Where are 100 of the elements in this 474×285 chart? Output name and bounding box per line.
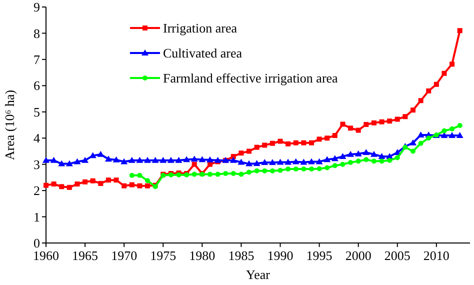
point xyxy=(354,150,362,156)
y-tick-label: 7 xyxy=(34,52,40,67)
point xyxy=(339,152,346,159)
point xyxy=(183,156,190,162)
point xyxy=(442,70,447,76)
point xyxy=(340,122,346,127)
point xyxy=(167,156,174,163)
point xyxy=(145,183,150,188)
point xyxy=(301,166,306,172)
point xyxy=(98,180,104,186)
point xyxy=(230,156,237,163)
point xyxy=(136,156,144,163)
point xyxy=(324,156,331,162)
x-tick-label: 2005 xyxy=(384,248,410,263)
point xyxy=(347,150,354,157)
point xyxy=(160,156,167,163)
point xyxy=(246,148,252,154)
x-tick-label: 1965 xyxy=(72,248,98,263)
point xyxy=(223,171,228,176)
point xyxy=(370,150,378,157)
point xyxy=(230,154,236,159)
legend-label: Irrigation area xyxy=(163,20,238,36)
point xyxy=(66,184,72,190)
point xyxy=(387,158,392,163)
point xyxy=(284,158,292,165)
point xyxy=(426,88,432,94)
y-tick-label: 1 xyxy=(34,209,40,224)
point xyxy=(246,170,252,175)
point xyxy=(387,118,392,124)
point xyxy=(137,172,142,178)
point xyxy=(278,168,283,173)
point xyxy=(192,172,197,177)
point xyxy=(254,168,260,174)
legend-label: Farmland effective irrigation area xyxy=(163,70,338,86)
y-axis-title: Area (10⁶ ha) xyxy=(2,90,17,160)
point xyxy=(410,108,416,113)
point xyxy=(122,183,127,188)
point xyxy=(112,156,120,162)
point xyxy=(418,140,424,146)
point xyxy=(402,114,408,120)
point xyxy=(90,178,96,184)
point xyxy=(332,132,338,138)
point xyxy=(278,138,283,144)
point xyxy=(74,182,80,186)
point xyxy=(426,136,432,141)
point xyxy=(82,179,88,184)
point xyxy=(128,156,136,163)
point xyxy=(293,140,298,146)
point xyxy=(206,156,214,162)
point xyxy=(316,166,322,172)
point xyxy=(348,126,354,131)
point xyxy=(268,159,276,165)
x-tick-label: 1960 xyxy=(33,248,59,263)
point xyxy=(340,162,346,167)
point xyxy=(214,156,222,163)
point xyxy=(457,28,462,34)
point xyxy=(286,166,291,172)
point xyxy=(457,123,462,128)
point xyxy=(276,158,284,165)
point xyxy=(371,120,376,126)
point xyxy=(300,158,308,165)
point xyxy=(308,166,314,172)
y-tick-label: 6 xyxy=(34,78,40,94)
point xyxy=(254,144,260,150)
point xyxy=(331,155,338,162)
point xyxy=(44,182,48,188)
y-tick-label: 9 xyxy=(34,0,40,15)
point xyxy=(450,62,455,67)
point xyxy=(74,158,81,164)
point xyxy=(230,171,236,176)
point xyxy=(238,172,244,177)
point xyxy=(261,159,268,165)
point xyxy=(316,158,323,164)
point xyxy=(50,156,58,163)
y-tick-label: 3 xyxy=(34,156,40,172)
x-tick-label: 2010 xyxy=(423,248,450,263)
point xyxy=(356,158,361,164)
point xyxy=(198,156,206,162)
point xyxy=(51,182,56,186)
point xyxy=(434,82,439,87)
point xyxy=(152,156,159,163)
point xyxy=(106,178,111,183)
x-tick-label: 1990 xyxy=(267,248,294,263)
point xyxy=(82,156,89,163)
point xyxy=(262,142,268,148)
point xyxy=(114,178,119,183)
point xyxy=(410,148,416,154)
point xyxy=(364,122,369,127)
point xyxy=(394,116,400,122)
point xyxy=(59,184,64,190)
point xyxy=(145,178,150,184)
y-tick-label: 8 xyxy=(34,26,40,41)
x-tick-label: 1985 xyxy=(228,248,254,263)
point xyxy=(238,158,245,165)
point xyxy=(190,156,198,162)
point xyxy=(253,160,260,166)
point xyxy=(418,98,424,104)
point xyxy=(262,168,268,174)
point xyxy=(356,128,361,133)
point xyxy=(378,152,386,159)
